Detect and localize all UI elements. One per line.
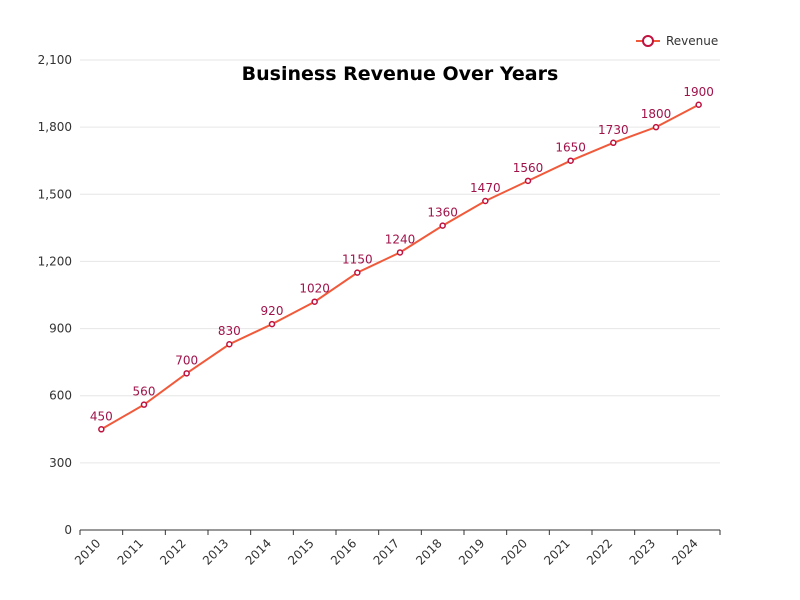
data-label: 830 [218, 324, 241, 338]
data-label: 1470 [470, 181, 501, 195]
grid-lines [80, 59, 720, 464]
data-point[interactable] [610, 139, 617, 147]
data-point[interactable] [524, 177, 532, 185]
data-label: 1560 [513, 161, 544, 175]
x-tick-label: 2021 [541, 536, 572, 567]
x-tick-label: 2016 [328, 536, 359, 567]
x-tick-label: 2018 [413, 536, 444, 567]
data-label: 920 [261, 304, 284, 318]
y-tick-label: 1,800 [38, 120, 72, 134]
x-tick-label: 2020 [499, 536, 530, 567]
x-tick-label: 2019 [456, 536, 487, 567]
data-label: 1650 [555, 141, 586, 155]
data-label: 1800 [641, 107, 672, 121]
x-tick-label: 2012 [157, 536, 188, 567]
x-tick-label: 2022 [584, 536, 615, 567]
x-tick-label: 2015 [285, 536, 316, 567]
y-tick-label: 1,500 [38, 187, 72, 201]
data-point[interactable] [140, 401, 148, 408]
y-tick-label: 0 [64, 523, 72, 537]
data-point[interactable] [98, 426, 105, 433]
data-label: 1360 [427, 206, 458, 220]
data-point[interactable] [354, 269, 361, 276]
series-line [100, 103, 700, 431]
data-label: 450 [90, 409, 113, 423]
x-tick-label: 2023 [627, 536, 658, 567]
data-label: 1900 [683, 85, 714, 99]
data-labels: 450 560 700 830 920 1020 1150 1240 1360 1470 1560 1… [90, 85, 714, 424]
x-tick-label: 2010 [72, 536, 103, 567]
x-tick-label: 2017 [371, 536, 402, 567]
data-point[interactable] [183, 370, 190, 377]
data-label: 1730 [598, 123, 629, 137]
y-tick-label: 2,100 [38, 53, 72, 67]
data-label: 700 [175, 353, 198, 367]
data-label: 1150 [342, 253, 373, 267]
legend[interactable]: Revenue [636, 34, 718, 48]
y-tick-label: 600 [49, 389, 72, 403]
chart-title: Business Revenue Over Years [242, 63, 559, 85]
data-point[interactable] [439, 222, 446, 229]
data-point[interactable] [652, 123, 660, 131]
data-label: 1240 [385, 232, 416, 246]
legend-label-revenue: Revenue [666, 34, 718, 48]
y-tick-label: 300 [49, 456, 72, 470]
data-point[interactable] [567, 157, 574, 164]
x-tick-label: 2013 [200, 536, 231, 567]
data-point[interactable] [268, 320, 276, 328]
data-point[interactable] [695, 101, 702, 109]
x-tick-label: 2011 [115, 536, 146, 567]
data-label: 1020 [299, 282, 330, 296]
x-tick-label: 2024 [669, 536, 700, 567]
data-label: 560 [133, 385, 156, 399]
data-point[interactable] [482, 197, 489, 205]
y-tick-label: 1,200 [38, 254, 72, 268]
data-point[interactable] [396, 249, 404, 256]
data-point[interactable] [311, 298, 318, 305]
legend-marker-icon [642, 35, 654, 47]
data-point[interactable] [226, 340, 233, 348]
series-revenue [98, 101, 702, 433]
y-tick-label: 900 [49, 322, 72, 336]
x-tick-label: 2014 [243, 536, 274, 567]
